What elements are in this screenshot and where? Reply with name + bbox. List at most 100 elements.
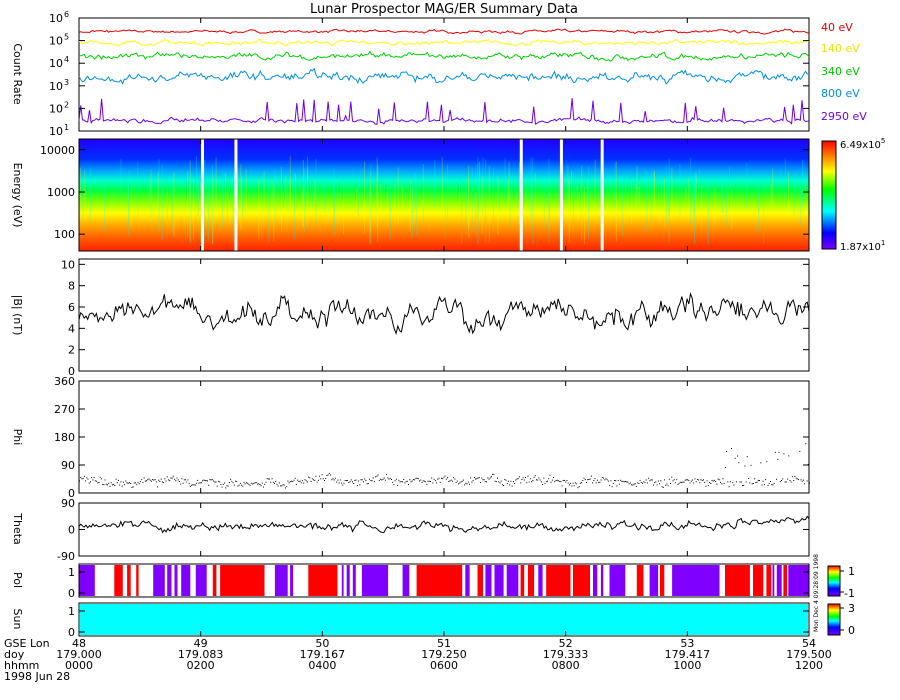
pol-segment-13	[308, 565, 338, 596]
phi-point	[373, 481, 375, 483]
pol-segment-35	[660, 565, 665, 596]
pol-ylabel-1: 1	[68, 566, 75, 579]
pol-segment-28	[546, 565, 571, 596]
phi-point	[178, 481, 180, 482]
phi-ylabel-1: 90	[61, 459, 75, 472]
phi-point	[672, 480, 674, 482]
phi-point	[544, 483, 546, 484]
phi-point	[129, 482, 130, 484]
pol-segment-21	[477, 565, 483, 596]
phi-point	[216, 485, 218, 487]
b-ylabel-2: 4	[68, 322, 75, 335]
phi-point	[320, 478, 322, 480]
x-tick-hhmm-5: 1000	[673, 659, 701, 672]
phi-point	[325, 477, 327, 479]
phi-point	[169, 480, 171, 482]
phi-point	[421, 481, 423, 483]
pol-segment-9	[212, 565, 217, 596]
phi-point	[656, 484, 658, 486]
phi-point	[384, 479, 386, 481]
phi-point	[651, 479, 653, 481]
phi-point	[543, 477, 545, 479]
phi-point	[635, 485, 637, 487]
phi-point	[528, 481, 530, 483]
phi-point	[510, 480, 512, 482]
phi-point	[393, 484, 395, 486]
phi-point	[522, 477, 524, 479]
pol-segment-43	[788, 565, 809, 596]
phi-point	[97, 482, 99, 484]
phi-point	[203, 479, 205, 481]
phi-point	[220, 483, 222, 485]
pol-segment-8	[195, 565, 207, 596]
phi-point	[696, 478, 698, 480]
phi-point	[665, 484, 667, 486]
phi-point	[253, 483, 255, 485]
phi-point	[120, 481, 122, 483]
phi-point	[664, 479, 665, 481]
phi-point	[760, 462, 762, 464]
phi-point	[480, 482, 481, 483]
phi-point	[291, 480, 293, 482]
phi-point	[108, 482, 110, 484]
phi-point	[633, 483, 635, 485]
phi-point	[356, 485, 358, 487]
phi-point	[713, 479, 715, 481]
phi-point	[180, 483, 182, 485]
phi-point	[606, 479, 608, 481]
pol-segment-12	[290, 565, 294, 596]
phi-point	[512, 481, 514, 483]
phi-point	[176, 477, 178, 479]
phi-point	[419, 480, 420, 482]
phi-point	[422, 480, 424, 482]
phi-point	[622, 480, 624, 482]
phi-point	[471, 481, 473, 483]
phi-point	[259, 484, 261, 485]
phi-point	[431, 477, 433, 479]
phi-point	[354, 480, 356, 481]
x-tick-hhmm-3: 0600	[430, 659, 458, 672]
phi-point	[122, 481, 124, 483]
phi-point	[444, 475, 446, 477]
phi-point	[451, 480, 453, 482]
phi-ylabel-4: 360	[54, 375, 75, 388]
phi-point	[629, 482, 631, 484]
phi-point	[545, 481, 547, 483]
phi-point	[152, 479, 154, 481]
phi-point	[411, 480, 413, 482]
pol-segment-40	[772, 565, 775, 596]
phi-point	[728, 486, 730, 488]
phi-point	[246, 482, 247, 484]
phi-point	[611, 486, 613, 488]
phi-point	[717, 478, 719, 480]
sun-ylabel-1: 1	[68, 605, 75, 618]
phi-point	[776, 478, 778, 480]
phi-point	[125, 480, 127, 482]
energy-ylabel-1: 1000	[47, 186, 75, 199]
phi-point	[745, 481, 747, 483]
pol-segment-19	[416, 565, 463, 596]
phi-point	[304, 479, 306, 481]
phi-point	[181, 478, 183, 480]
phi-point	[355, 479, 357, 481]
phi-point	[739, 481, 741, 483]
phi-point	[577, 487, 579, 489]
phi-point	[337, 479, 339, 481]
phi-point	[648, 477, 650, 479]
phi-point	[130, 483, 132, 484]
phi-point	[670, 483, 672, 484]
phi-point	[436, 482, 438, 484]
xrow-doy: doy	[4, 648, 25, 661]
phi-point	[534, 475, 536, 477]
b-ylabel-4: 8	[68, 280, 75, 293]
phi-point	[548, 478, 550, 480]
phi-point	[631, 484, 633, 486]
phi-point	[158, 479, 160, 481]
phi-point	[526, 482, 528, 484]
pol-frame	[78, 563, 810, 598]
phi-point	[227, 485, 229, 487]
phi-point	[653, 484, 654, 486]
phi-point	[578, 486, 580, 488]
phi-point	[310, 481, 312, 482]
phi-point	[586, 482, 587, 483]
